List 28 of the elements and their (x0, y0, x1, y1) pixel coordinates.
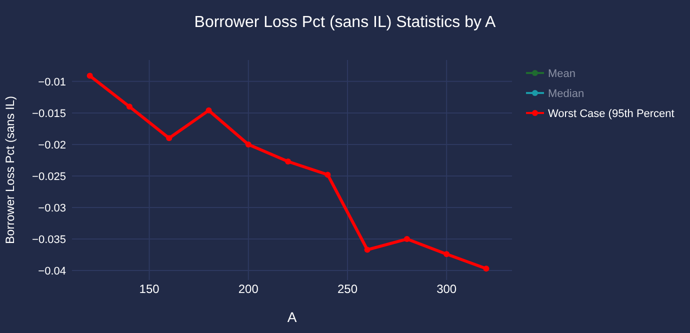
point (404, 236, 410, 242)
point (86, 72, 93, 79)
legend-label: Median (548, 88, 584, 100)
y-tick-label: −0.015 (32, 108, 66, 120)
legend-label: Mean (548, 68, 576, 80)
x-axis-title: A (287, 309, 298, 325)
y-axis-title: Borrower Loss Pct (sans IL) (3, 96, 17, 244)
y-tick-label: −0.025 (32, 170, 66, 183)
y-tick-label: −0.035 (32, 234, 66, 246)
y-tick-label: −0.01 (38, 76, 66, 88)
x-tick-label: 200 (238, 282, 259, 296)
y-tick-label: −0.04 (38, 265, 66, 278)
point (444, 251, 450, 258)
y-tick-label: −0.02 (38, 139, 66, 152)
point (206, 107, 212, 114)
point (126, 104, 132, 110)
point (285, 158, 292, 164)
x-tick-label: 250 (337, 282, 358, 296)
y-tick-label: −0.03 (38, 202, 66, 214)
x-tick-label: 300 (436, 282, 457, 296)
point (166, 135, 172, 142)
point (483, 266, 490, 272)
point (324, 172, 331, 178)
point (364, 246, 370, 253)
chart-title: Borrower Loss Pct (sans IL) Statistics by A (194, 14, 496, 31)
x-tick-label: 150 (139, 282, 160, 296)
point (245, 141, 252, 148)
legend-label: Worst Case (95th Percent (548, 108, 674, 120)
